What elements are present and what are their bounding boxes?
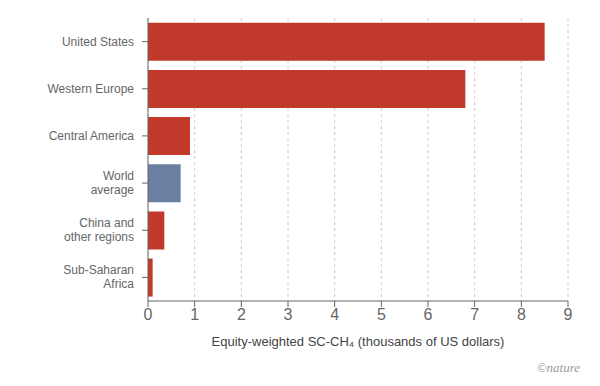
svg-text:Western Europe: Western Europe (48, 82, 135, 96)
svg-text:2: 2 (237, 306, 246, 323)
svg-text:3: 3 (284, 306, 293, 323)
svg-text:Worldaverage: Worldaverage (91, 169, 135, 197)
svg-text:Sub-SaharanAfrica: Sub-SaharanAfrica (63, 263, 134, 291)
svg-text:1: 1 (190, 306, 199, 323)
svg-text:9: 9 (564, 306, 573, 323)
svg-text:6: 6 (424, 306, 433, 323)
svg-text:8: 8 (517, 306, 526, 323)
svg-text:Equity-weighted SC-CH₄ (thousa: Equity-weighted SC-CH₄ (thousands of US … (212, 334, 505, 349)
svg-text:Central America: Central America (49, 129, 135, 143)
svg-text:0: 0 (144, 306, 153, 323)
svg-text:United States: United States (62, 35, 134, 49)
html-text:©nature: ©nature (536, 360, 580, 375)
svg-text:China andother regions: China andother regions (64, 216, 134, 244)
svg-text:4: 4 (330, 306, 339, 323)
svg-text:5: 5 (377, 306, 386, 323)
svg-text:7: 7 (470, 306, 479, 323)
